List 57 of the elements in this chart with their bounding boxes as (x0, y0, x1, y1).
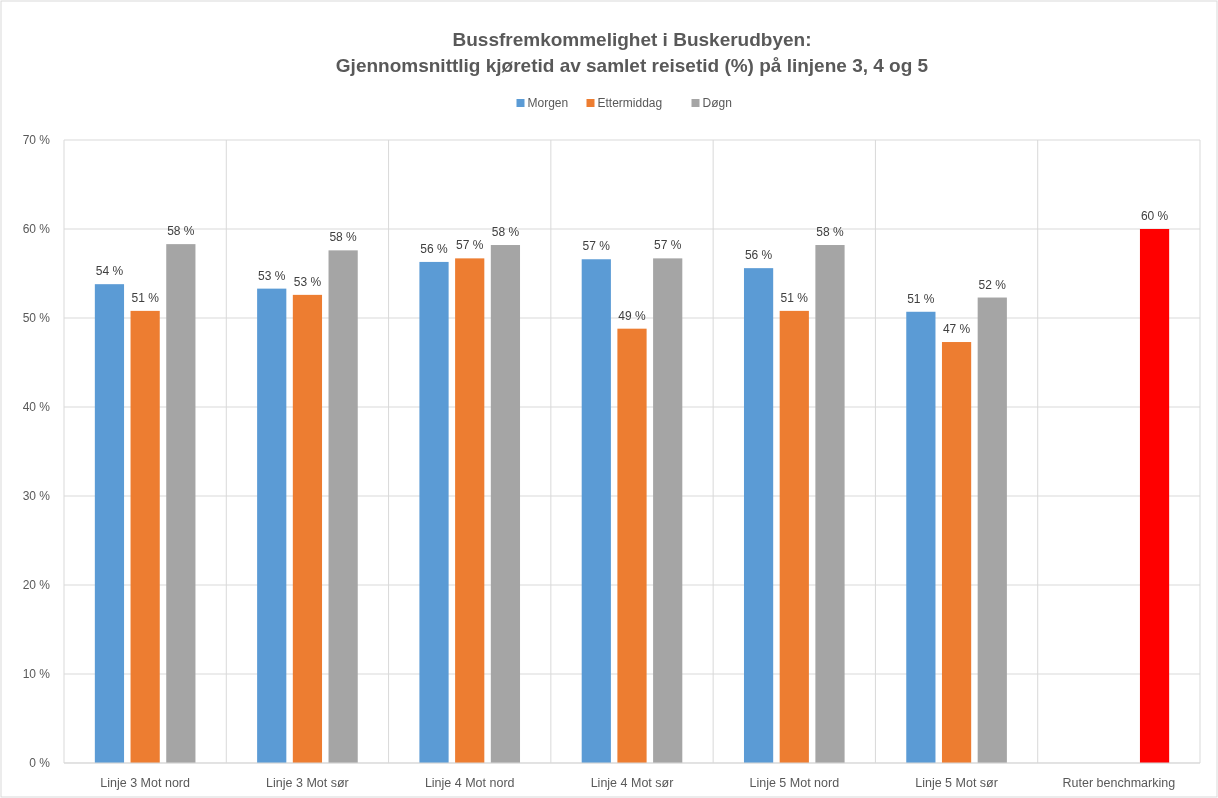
legend-label: Morgen (527, 96, 569, 110)
x-tick-label: Linje 3 Mot nord (100, 776, 191, 790)
x-tick-label: Linje 4 Mot nord (424, 776, 515, 790)
y-tick-label: 60 % (22, 222, 51, 237)
bar (906, 311, 936, 763)
data-label: 57 % (654, 238, 682, 253)
data-label: 57 % (582, 239, 611, 254)
x-tick-label: Linje 4 Mot sør (590, 776, 674, 790)
data-label: 49 % (618, 308, 646, 323)
bar (1139, 229, 1170, 763)
data-label: 58 % (329, 230, 358, 245)
data-label: 60 % (1140, 209, 1169, 223)
data-label: 54 % (95, 264, 124, 279)
bar (743, 268, 774, 763)
y-tick-label: 40 % (22, 400, 51, 415)
bar (419, 261, 449, 763)
data-label: 58 % (491, 225, 520, 240)
bar (581, 259, 611, 763)
y-tick-label: 70 % (22, 133, 51, 148)
y-tick-label: 10 % (22, 667, 51, 682)
x-tick-label: Linje 3 Mot sør (266, 776, 349, 790)
bar (292, 294, 323, 763)
data-label: 51 % (780, 290, 809, 305)
bar (166, 244, 196, 763)
x-tick-label: Linje 5 Mot sør (915, 776, 998, 790)
data-label: 53 % (293, 274, 322, 289)
data-label: 53 % (258, 268, 286, 283)
y-tick-label: 30 % (22, 489, 51, 504)
data-label: 58 % (167, 224, 195, 239)
data-label: 47 % (942, 322, 971, 337)
y-tick-label: 20 % (22, 578, 51, 593)
x-tick-label: Ruter benchmarking (1062, 776, 1176, 790)
bar (130, 310, 160, 763)
bar (455, 258, 485, 763)
bar (779, 310, 809, 763)
y-tick-label: 0 % (29, 756, 51, 771)
bar (653, 258, 683, 763)
data-label: 58 % (816, 225, 844, 240)
data-label: 51 % (907, 291, 935, 306)
bar (977, 297, 1007, 763)
bar (94, 284, 125, 763)
y-tick-label: 50 % (22, 311, 51, 326)
legend-label: Døgn (702, 96, 732, 110)
bar (257, 288, 287, 763)
legend-label: Ettermiddag (597, 96, 663, 110)
data-label: 51 % (131, 290, 160, 305)
bar (328, 250, 358, 763)
x-tick-label: Linje 5 Mot nord (749, 776, 840, 790)
bar (617, 328, 647, 763)
data-label: 56 % (744, 248, 773, 263)
data-label: 56 % (420, 241, 449, 256)
bar (490, 245, 521, 763)
chart-title: Bussfremkommelighet i Buskerudbyen: Gjennomsnittlig kjøretid av samlet reisetid (%) på linjene 3, 4 og 5 (335, 29, 929, 76)
data-label: 52 % (978, 277, 1007, 292)
bar (815, 245, 845, 763)
data-label: 57 % (456, 238, 484, 253)
bar (941, 342, 972, 763)
